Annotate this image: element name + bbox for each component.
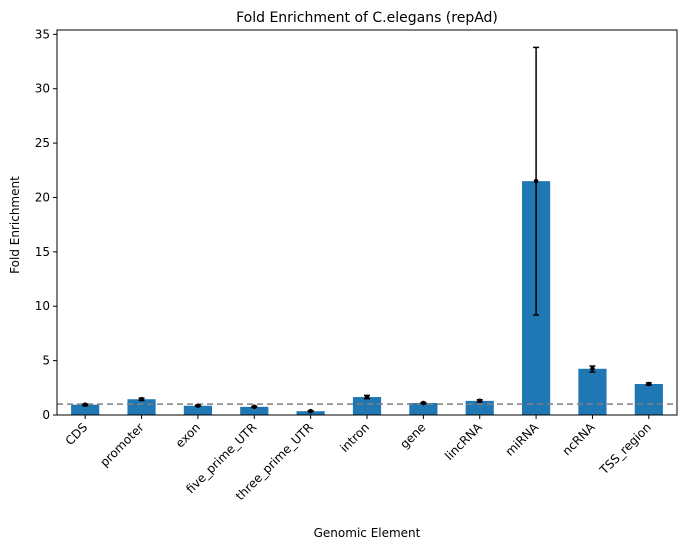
x-tick-label: promoter bbox=[97, 420, 146, 469]
mean-marker bbox=[364, 394, 370, 400]
mean-marker bbox=[646, 381, 652, 387]
bar bbox=[183, 405, 212, 415]
y-tick-label: 10 bbox=[35, 299, 50, 313]
mean-marker bbox=[533, 178, 539, 184]
mean-marker bbox=[195, 403, 201, 409]
chart-title: Fold Enrichment of C.elegans (repAd) bbox=[236, 10, 498, 26]
bar bbox=[127, 399, 156, 415]
y-tick-label: 5 bbox=[42, 354, 50, 368]
x-tick-label: miRNA bbox=[503, 420, 542, 459]
mean-marker bbox=[421, 400, 426, 406]
x-axis-label: Genomic Element bbox=[314, 526, 421, 540]
x-tick-label: TSS_region bbox=[596, 420, 654, 478]
bar bbox=[352, 397, 382, 415]
axes-frame bbox=[56, 29, 678, 416]
y-tick-label: 20 bbox=[35, 190, 50, 204]
x-tick-label: CDS bbox=[63, 420, 91, 448]
y-tick-label: 25 bbox=[35, 136, 50, 150]
y-axis-label: Fold Enrichment bbox=[8, 176, 22, 274]
y-tick-label: 0 bbox=[42, 408, 50, 422]
x-tick-label: exon bbox=[173, 420, 203, 450]
y-tick-label: 30 bbox=[35, 82, 50, 96]
mean-marker bbox=[139, 396, 144, 402]
bar bbox=[71, 404, 100, 415]
mean-marker bbox=[477, 398, 483, 404]
x-tick-label: lincRNA bbox=[442, 420, 485, 463]
bar bbox=[578, 368, 607, 415]
bar bbox=[409, 403, 438, 415]
mean-marker bbox=[82, 402, 88, 407]
mean-marker bbox=[590, 366, 595, 372]
y-tick-label: 35 bbox=[35, 27, 50, 41]
x-tick-label: ncRNA bbox=[560, 420, 599, 459]
mean-marker bbox=[308, 408, 313, 414]
x-tick-label: gene bbox=[397, 420, 428, 451]
bar bbox=[240, 406, 269, 415]
bar bbox=[634, 384, 663, 415]
mean-marker bbox=[251, 404, 257, 410]
y-tick-label: 15 bbox=[35, 245, 50, 259]
x-tick-label: intron bbox=[337, 420, 372, 455]
